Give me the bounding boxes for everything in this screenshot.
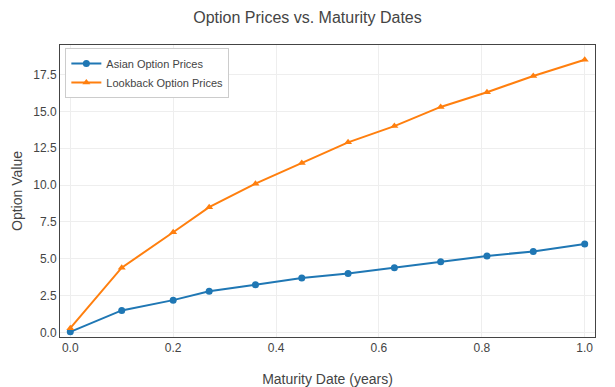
svg-text:0.4: 0.4 xyxy=(268,341,285,355)
svg-text:12.5: 12.5 xyxy=(33,141,57,155)
svg-text:10.0: 10.0 xyxy=(33,178,57,192)
svg-text:Asian Option Prices: Asian Option Prices xyxy=(106,58,203,70)
svg-text:5.0: 5.0 xyxy=(40,252,57,266)
svg-text:15.0: 15.0 xyxy=(33,105,57,119)
svg-text:Option Value: Option Value xyxy=(9,151,25,231)
svg-text:2.5: 2.5 xyxy=(40,289,57,303)
svg-text:0.0: 0.0 xyxy=(40,326,57,340)
svg-text:0.6: 0.6 xyxy=(371,341,388,355)
svg-text:0.2: 0.2 xyxy=(165,341,182,355)
svg-text:0.8: 0.8 xyxy=(473,341,490,355)
svg-text:7.5: 7.5 xyxy=(40,215,57,229)
svg-text:Maturity Date (years): Maturity Date (years) xyxy=(262,371,393,387)
svg-text:17.5: 17.5 xyxy=(33,68,57,82)
svg-text:1.0: 1.0 xyxy=(576,341,593,355)
svg-text:Lookback Option Prices: Lookback Option Prices xyxy=(106,77,223,89)
svg-text:0.0: 0.0 xyxy=(62,341,79,355)
svg-text:Option Prices vs. Maturity Dat: Option Prices vs. Maturity Dates xyxy=(193,9,422,26)
